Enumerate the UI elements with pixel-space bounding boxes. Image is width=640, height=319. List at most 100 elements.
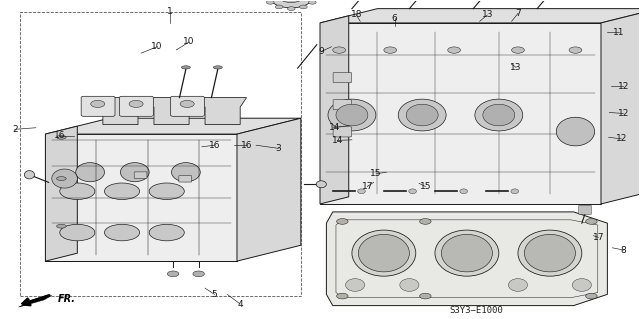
Text: 7: 7 [515, 9, 521, 18]
Ellipse shape [460, 189, 467, 194]
Ellipse shape [384, 47, 397, 53]
Text: S3Y3−E1000: S3Y3−E1000 [449, 306, 503, 315]
Ellipse shape [337, 219, 348, 224]
Text: 14: 14 [332, 136, 343, 145]
Text: 11: 11 [613, 28, 625, 37]
Ellipse shape [180, 100, 194, 108]
Ellipse shape [168, 271, 179, 277]
Text: 15: 15 [371, 169, 382, 178]
Ellipse shape [91, 100, 105, 108]
Ellipse shape [193, 271, 204, 277]
Ellipse shape [398, 99, 446, 131]
Ellipse shape [172, 163, 200, 182]
Ellipse shape [556, 117, 595, 146]
Polygon shape [320, 9, 640, 23]
Text: 4: 4 [237, 300, 243, 308]
Ellipse shape [129, 100, 143, 108]
Ellipse shape [483, 104, 515, 126]
Ellipse shape [358, 234, 410, 272]
Ellipse shape [336, 104, 368, 126]
FancyBboxPatch shape [333, 72, 351, 83]
Ellipse shape [278, 0, 304, 3]
Text: 8: 8 [620, 246, 626, 255]
Polygon shape [320, 16, 349, 204]
Text: 12: 12 [618, 109, 629, 118]
Ellipse shape [287, 7, 295, 11]
Ellipse shape [60, 183, 95, 199]
Ellipse shape [569, 47, 582, 53]
FancyBboxPatch shape [179, 176, 191, 182]
Ellipse shape [572, 278, 591, 291]
Ellipse shape [266, 0, 274, 4]
Ellipse shape [333, 47, 346, 53]
Ellipse shape [511, 189, 518, 194]
Ellipse shape [149, 224, 184, 241]
Ellipse shape [337, 293, 348, 299]
Ellipse shape [269, 0, 314, 8]
Ellipse shape [52, 169, 77, 188]
Ellipse shape [56, 224, 66, 228]
FancyBboxPatch shape [579, 205, 591, 214]
Polygon shape [320, 23, 601, 204]
Ellipse shape [524, 234, 575, 272]
Polygon shape [237, 118, 301, 261]
Ellipse shape [508, 278, 527, 291]
FancyBboxPatch shape [120, 96, 154, 116]
Polygon shape [19, 295, 52, 307]
Ellipse shape [442, 234, 492, 272]
Ellipse shape [275, 5, 283, 9]
Ellipse shape [358, 189, 365, 194]
Ellipse shape [316, 181, 326, 188]
Polygon shape [45, 126, 77, 261]
FancyBboxPatch shape [333, 100, 351, 110]
Text: FR.: FR. [58, 293, 76, 304]
Ellipse shape [149, 183, 184, 199]
Ellipse shape [120, 163, 149, 182]
FancyBboxPatch shape [333, 127, 351, 137]
Ellipse shape [56, 177, 66, 181]
Polygon shape [601, 9, 640, 204]
Text: 13: 13 [481, 11, 493, 19]
Ellipse shape [328, 99, 376, 131]
Text: 10: 10 [183, 38, 195, 47]
Ellipse shape [400, 278, 419, 291]
Ellipse shape [475, 99, 523, 131]
Ellipse shape [352, 230, 416, 276]
Text: 16: 16 [241, 141, 252, 150]
Polygon shape [148, 98, 195, 124]
Text: 12: 12 [616, 134, 627, 143]
Ellipse shape [511, 47, 524, 53]
Text: 14: 14 [329, 123, 340, 132]
Text: 10: 10 [152, 42, 163, 51]
Ellipse shape [24, 171, 35, 179]
Text: 18: 18 [351, 11, 362, 19]
Ellipse shape [300, 5, 307, 9]
FancyBboxPatch shape [134, 172, 147, 178]
Ellipse shape [76, 163, 104, 182]
Ellipse shape [420, 293, 431, 299]
Text: 5: 5 [212, 290, 218, 299]
Ellipse shape [409, 189, 417, 194]
Polygon shape [326, 212, 607, 306]
Ellipse shape [56, 135, 66, 139]
Ellipse shape [181, 66, 190, 69]
Text: 12: 12 [618, 82, 629, 91]
Polygon shape [45, 134, 237, 261]
Ellipse shape [60, 224, 95, 241]
Ellipse shape [346, 278, 365, 291]
Ellipse shape [406, 104, 438, 126]
Text: 17: 17 [362, 182, 373, 191]
Text: 6: 6 [392, 14, 397, 23]
Ellipse shape [420, 219, 431, 224]
Text: 15: 15 [420, 182, 431, 191]
Text: 16: 16 [209, 141, 220, 150]
Text: 17: 17 [593, 233, 604, 242]
Ellipse shape [586, 219, 597, 224]
Text: 16: 16 [54, 131, 65, 140]
Ellipse shape [586, 293, 597, 299]
FancyBboxPatch shape [81, 96, 115, 116]
Ellipse shape [448, 47, 461, 53]
Polygon shape [97, 98, 145, 124]
Ellipse shape [104, 183, 140, 199]
Ellipse shape [213, 66, 222, 69]
